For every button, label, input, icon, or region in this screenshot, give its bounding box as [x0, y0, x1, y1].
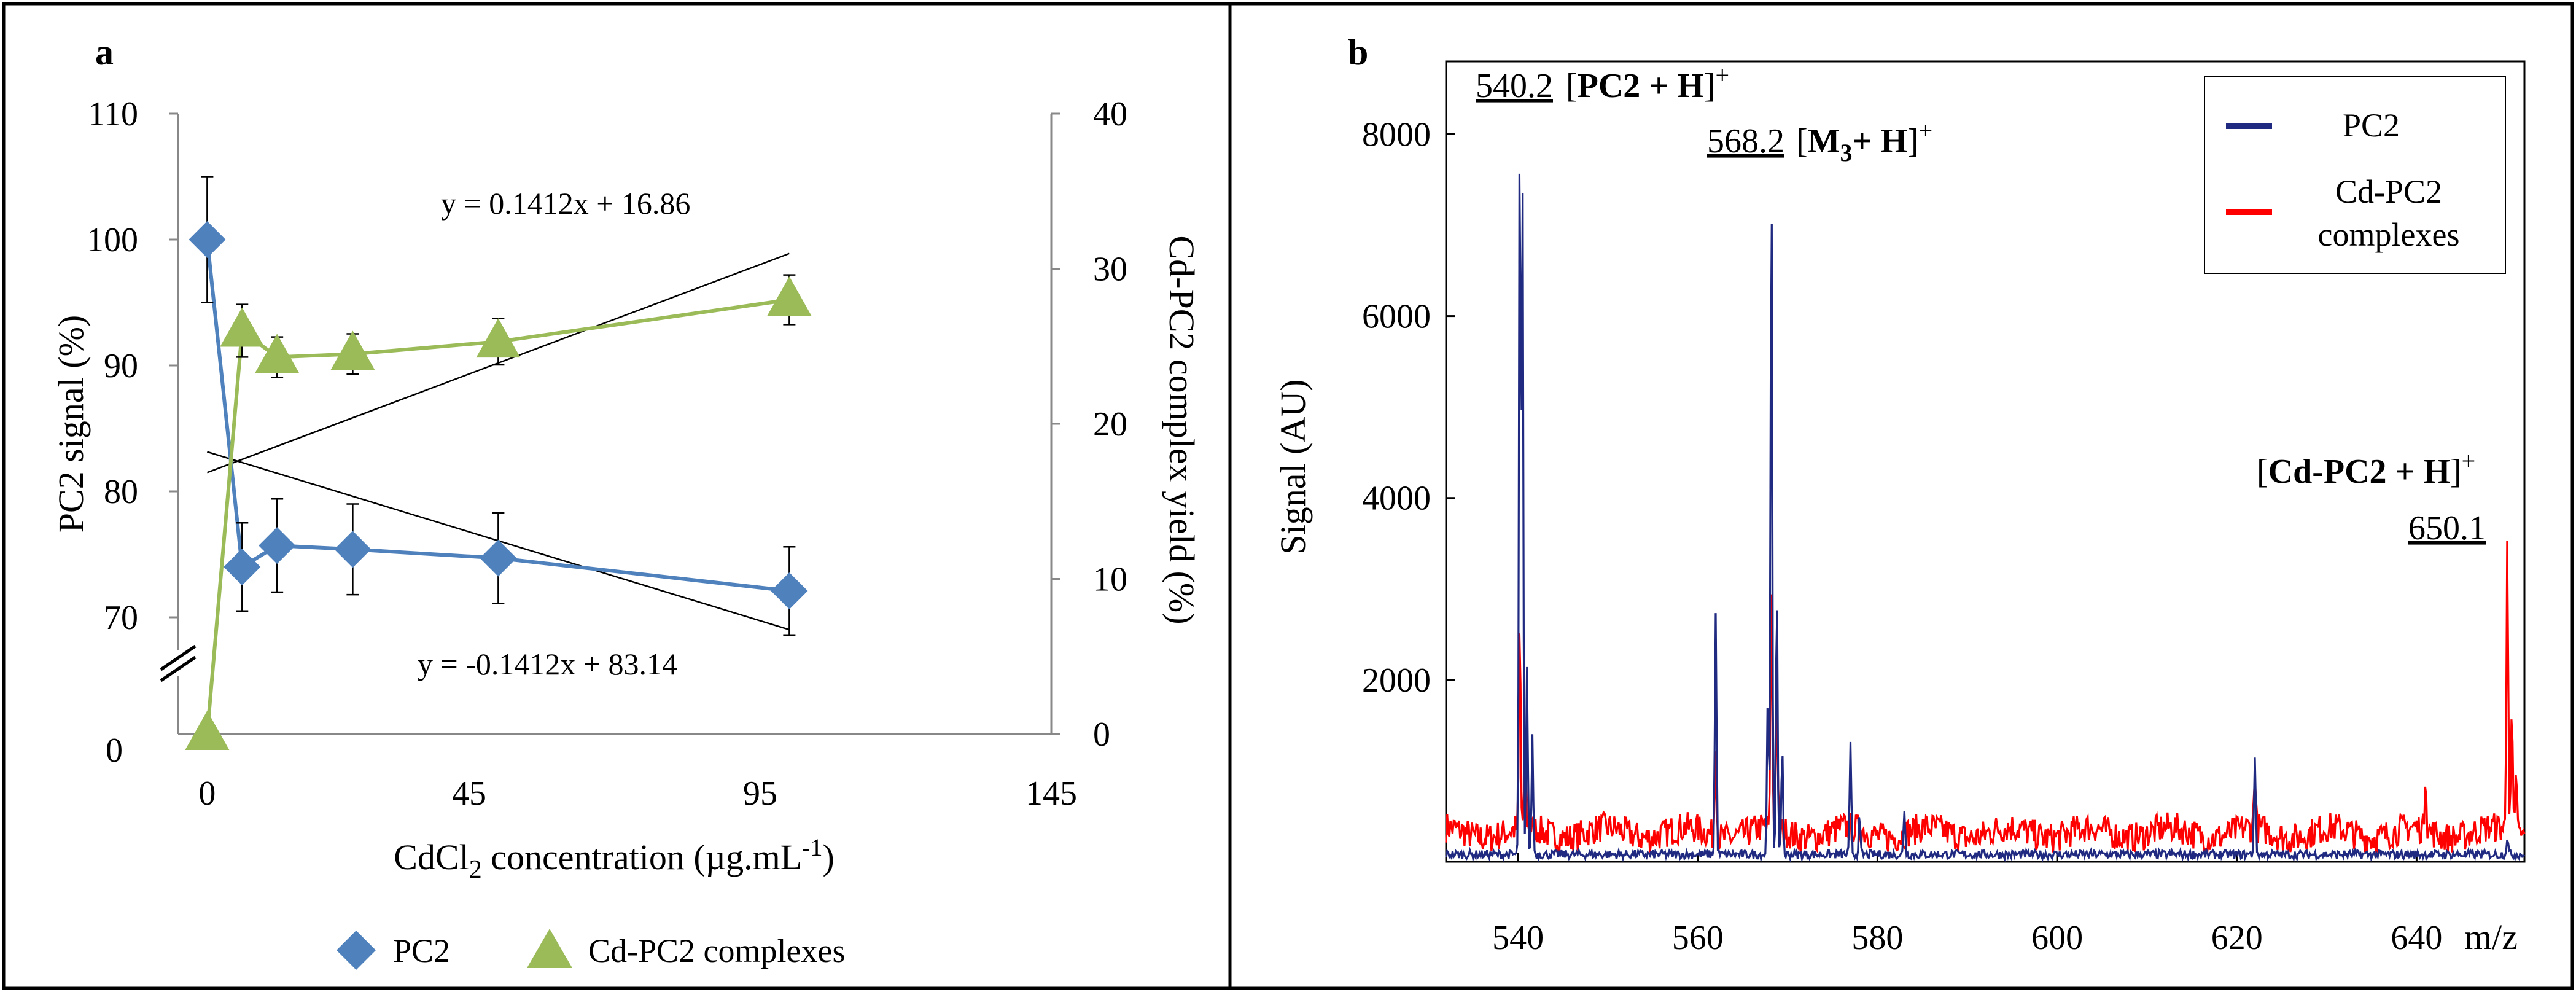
- y-tick-right-label: 10: [1093, 561, 1127, 599]
- y-tick-label: 4000: [1362, 480, 1431, 518]
- panel-a-label: a: [95, 32, 114, 72]
- data-point: [330, 330, 375, 370]
- legend-cdpc2-marker: [527, 929, 572, 968]
- plot-area-b: [1445, 60, 2526, 863]
- data-point: [189, 221, 226, 258]
- legend-pc2-marker: [337, 931, 376, 970]
- x-tick-label: 560: [1672, 919, 1724, 957]
- series: [185, 176, 812, 750]
- data-point: [771, 572, 808, 609]
- y-tick-right-label: 30: [1093, 251, 1127, 289]
- y-tick-right-label: 0: [1093, 716, 1110, 754]
- y-tick-left-label: 70: [104, 599, 138, 637]
- y-tick-left-label: 90: [104, 347, 138, 385]
- axis-break-mark-2: [160, 655, 197, 682]
- data-point: [224, 549, 261, 585]
- x-axis-label: CdCl2 concentration (µg.mL-1): [394, 834, 835, 884]
- x-tick-label: 600: [2031, 919, 2083, 957]
- x-tick-label: 640: [2391, 919, 2442, 957]
- data-point: [185, 711, 230, 750]
- annotation-650-ion: [Cd-PC2 + H]+: [2257, 447, 2475, 491]
- legend-b: PC2 Cd-PC2 complexes: [2204, 76, 2506, 274]
- y-tick-right-label: 20: [1093, 405, 1127, 443]
- legend-b-cd-label: Cd-PC2 complexes: [2318, 173, 2460, 253]
- data-point: [480, 539, 517, 577]
- x-tick-label: 95: [743, 775, 777, 813]
- x-tick-label: 145: [1025, 775, 1077, 813]
- legend-b-box: [2204, 76, 2506, 274]
- y-axis-label: Signal (AU): [1273, 379, 1313, 554]
- panel-b-label: b: [1348, 32, 1368, 72]
- spectrum-line: [1445, 173, 2526, 863]
- x-axis-label: m/z: [2464, 917, 2518, 957]
- data-point: [255, 334, 300, 373]
- x-tick-label: 45: [452, 775, 486, 813]
- annotation-650-mz: 650.1: [2408, 509, 2486, 547]
- annotation-650: [Cd-PC2 + H]+ 650.1: [2257, 447, 2486, 547]
- x-tick-label: 540: [1492, 919, 1544, 957]
- y-tick-left-break: 0: [106, 732, 123, 770]
- annotation-540-mz: 540.2: [1476, 67, 1553, 105]
- data-point: [220, 307, 265, 347]
- trendline-label-up: y = 0.1412x + 16.86: [441, 186, 690, 221]
- axis-break-mark-1: [160, 644, 197, 671]
- y-tick-left-label: 80: [104, 473, 138, 511]
- y-tick-label: 2000: [1362, 662, 1431, 700]
- x-tick-label: 0: [198, 775, 216, 813]
- x-ticks: 0 45 95 145: [198, 775, 1077, 813]
- data-point: [334, 531, 372, 568]
- annotation-540: 540.2 [PC2 + H]+: [1476, 61, 1729, 105]
- y-tick-label: 6000: [1362, 298, 1431, 336]
- panel-b: b 8000 6000 4000 2000 540 560 580 600 620 640 Si…: [1273, 32, 2526, 957]
- trendline-label-down: y = -0.1412x + 83.14: [418, 647, 677, 681]
- data-point: [476, 318, 521, 358]
- y-tick-right-label: 40: [1093, 95, 1127, 133]
- y-ticks-right: 40 30 20 10 0: [1051, 95, 1127, 754]
- annotation-540-ion: [PC2 + H]+: [1566, 61, 1729, 105]
- legend-b-pc2-label: PC2: [2343, 107, 2400, 144]
- series-line: [205, 239, 790, 593]
- spectra: [1445, 173, 2526, 863]
- y-axis-label-right: Cd-PC2 complex yield (%): [1162, 235, 1202, 624]
- legend-cdpc2-label: Cd-PC2 complexes: [588, 932, 845, 969]
- annotation-568: 568.2 [M3+ H]+: [1707, 117, 1932, 166]
- legend-a: PC2 Cd-PC2 complexes: [337, 929, 845, 970]
- spectrum-line: [1445, 541, 2526, 854]
- y-tick-left-label: 110: [88, 95, 138, 133]
- series-line: [205, 298, 790, 735]
- x-tick-label: 620: [2211, 919, 2263, 957]
- data-point: [259, 527, 296, 564]
- y-tick-left-label: 100: [87, 221, 138, 259]
- y-ticks: 8000 6000 4000 2000: [1362, 115, 1455, 700]
- annotation-568-mz: 568.2: [1707, 122, 1784, 160]
- data-point: [767, 276, 812, 316]
- annotation-568-ion: [M3+ H]+: [1796, 117, 1932, 166]
- legend-pc2-label: PC2: [393, 932, 450, 969]
- y-tick-label: 8000: [1362, 115, 1431, 154]
- y-ticks-left: 110 100 90 80 70: [87, 95, 178, 637]
- x-tick-label: 580: [1851, 919, 1903, 957]
- x-ticks: 540 560 580 600 620 640: [1492, 853, 2442, 957]
- y-axis-label-left: PC2 signal (%): [51, 315, 91, 533]
